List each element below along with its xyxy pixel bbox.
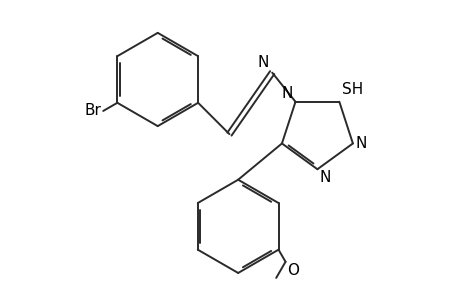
Text: N: N (281, 85, 292, 100)
Text: O: O (286, 263, 298, 278)
Text: Br: Br (84, 103, 101, 118)
Text: N: N (257, 55, 268, 70)
Text: N: N (319, 170, 330, 185)
Text: N: N (354, 136, 366, 151)
Text: SH: SH (341, 82, 362, 97)
